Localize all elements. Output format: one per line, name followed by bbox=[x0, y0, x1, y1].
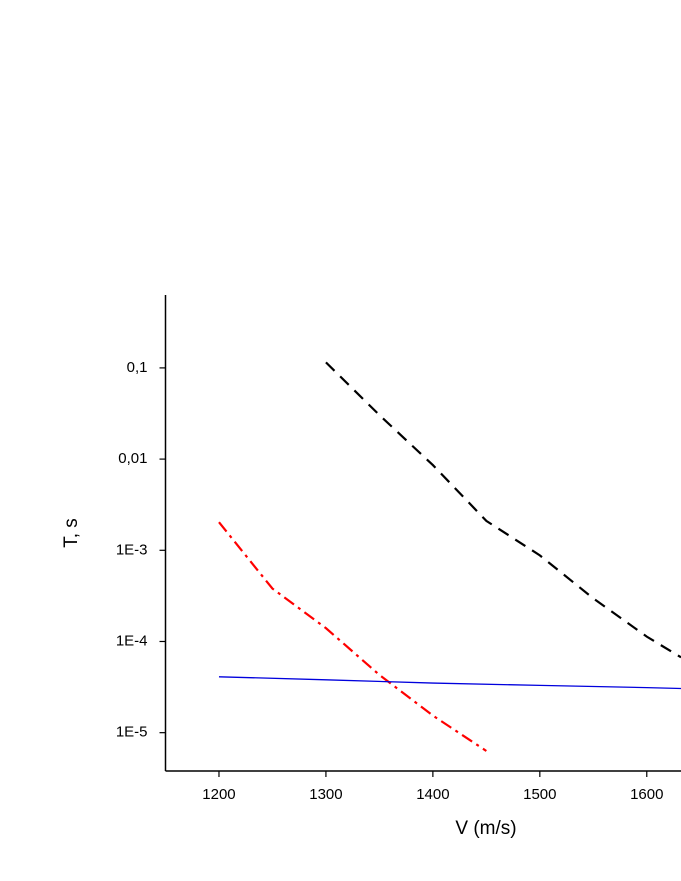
y-tick-label: 0,01 bbox=[118, 450, 147, 467]
x-tick-label: 1500 bbox=[523, 786, 556, 803]
series-line bbox=[218, 521, 487, 752]
y-axis-title: T, s bbox=[61, 518, 82, 548]
series-line bbox=[218, 676, 681, 690]
x-tick-label: 1300 bbox=[309, 786, 342, 803]
y-tick-label: 1E-5 bbox=[116, 724, 148, 741]
x-axis-title: V (m/s) bbox=[455, 818, 516, 839]
series-line bbox=[325, 361, 681, 659]
y-tick-label: 1E-3 bbox=[116, 541, 148, 558]
x-tick-label: 1600 bbox=[630, 786, 663, 803]
y-tick-label: 1E-4 bbox=[116, 632, 148, 649]
x-tick-label: 1200 bbox=[202, 786, 235, 803]
y-tick-label: 0,1 bbox=[127, 359, 148, 376]
x-tick-label: 1400 bbox=[416, 786, 449, 803]
